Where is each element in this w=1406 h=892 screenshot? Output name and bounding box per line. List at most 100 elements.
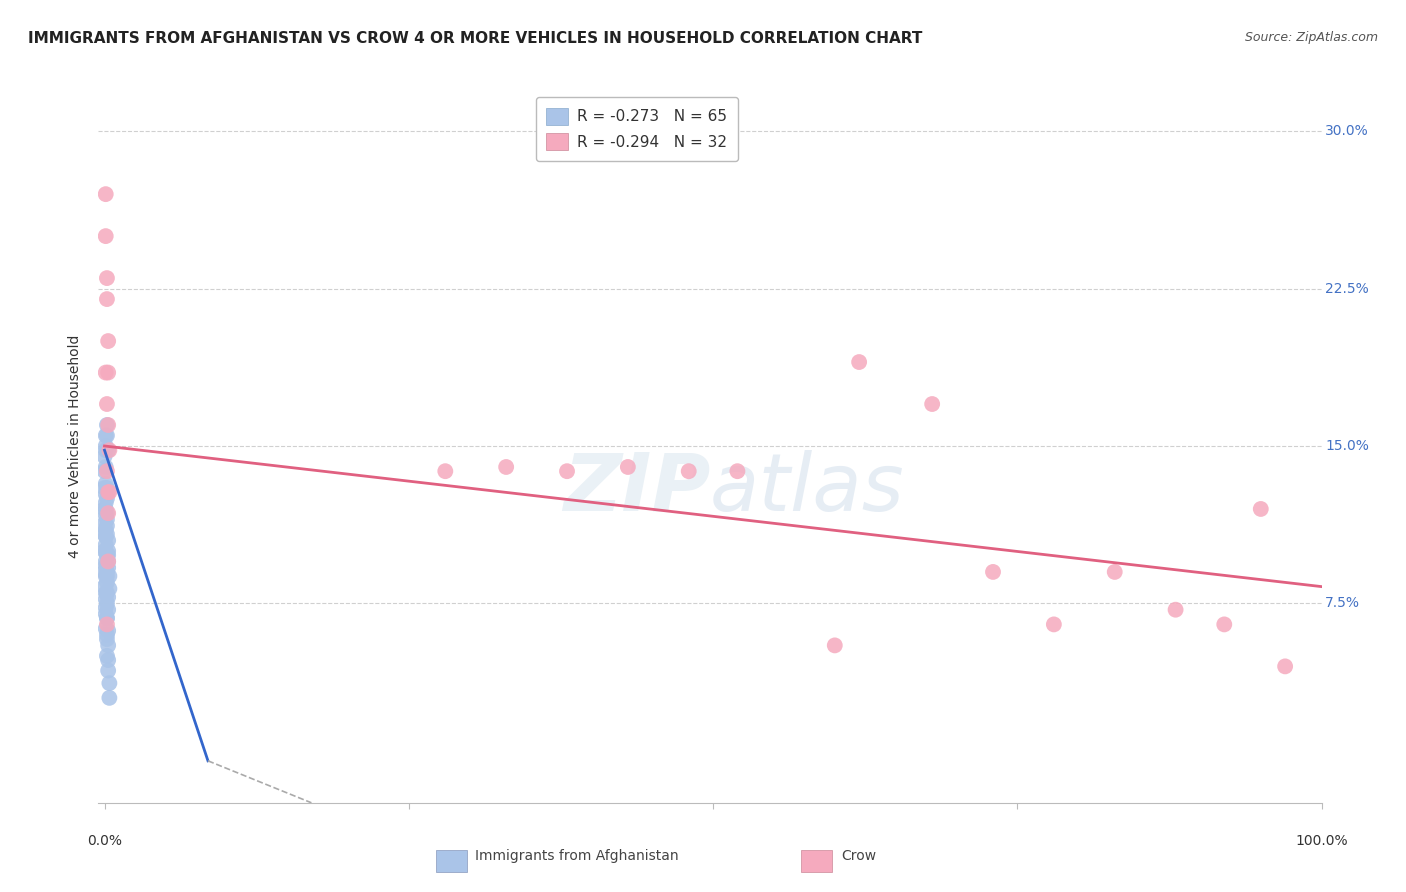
Point — [97, 366, 120, 380]
Point — [434, 464, 457, 478]
Point — [1274, 659, 1296, 673]
Point — [94, 538, 117, 552]
Point — [98, 485, 121, 500]
Point — [96, 506, 118, 520]
Point — [96, 596, 118, 610]
Point — [93, 464, 115, 478]
Point — [94, 600, 117, 615]
Point — [94, 366, 117, 380]
Point — [97, 485, 120, 500]
Point — [981, 565, 1004, 579]
Point — [848, 355, 870, 369]
Point — [97, 624, 120, 638]
Point — [93, 450, 115, 464]
Point — [94, 439, 117, 453]
Point — [96, 292, 118, 306]
Point — [96, 586, 118, 600]
Point — [94, 558, 117, 573]
Point — [96, 611, 118, 625]
Point — [93, 481, 115, 495]
Point — [94, 569, 117, 583]
Point — [94, 496, 117, 510]
Legend: R = -0.273   N = 65, R = -0.294   N = 32: R = -0.273 N = 65, R = -0.294 N = 32 — [536, 97, 738, 161]
Point — [97, 544, 120, 558]
Text: Immigrants from Afghanistan: Immigrants from Afghanistan — [475, 849, 679, 863]
Point — [94, 607, 117, 621]
Point — [97, 334, 120, 348]
Point — [555, 464, 578, 478]
Point — [96, 648, 118, 663]
Text: 22.5%: 22.5% — [1326, 282, 1369, 295]
Point — [96, 575, 118, 590]
Point — [96, 518, 118, 533]
Text: Crow: Crow — [841, 849, 876, 863]
Point — [1043, 617, 1066, 632]
Text: 0.0%: 0.0% — [87, 834, 122, 848]
Point — [97, 590, 120, 604]
Point — [96, 527, 118, 541]
Point — [94, 592, 117, 607]
Point — [495, 460, 517, 475]
Point — [96, 512, 118, 526]
Text: 7.5%: 7.5% — [1326, 597, 1361, 610]
Point — [97, 506, 120, 520]
Text: 15.0%: 15.0% — [1326, 439, 1369, 453]
Point — [94, 487, 117, 501]
Point — [97, 443, 120, 458]
Point — [93, 527, 115, 541]
Point — [97, 554, 120, 568]
Text: 30.0%: 30.0% — [1326, 124, 1369, 138]
Point — [94, 523, 117, 537]
Point — [94, 229, 117, 244]
Text: atlas: atlas — [710, 450, 905, 528]
Point — [94, 502, 117, 516]
Point — [97, 639, 120, 653]
Point — [94, 508, 117, 523]
Point — [97, 560, 120, 574]
Point — [97, 548, 120, 562]
Point — [96, 611, 118, 625]
Point — [96, 271, 118, 285]
Point — [94, 443, 117, 458]
Point — [96, 417, 118, 432]
Point — [1164, 603, 1187, 617]
Point — [98, 690, 121, 705]
Point — [97, 664, 120, 678]
Point — [96, 628, 118, 642]
Point — [93, 580, 115, 594]
Point — [98, 582, 121, 596]
Point — [96, 548, 118, 562]
Text: Source: ZipAtlas.com: Source: ZipAtlas.com — [1244, 31, 1378, 45]
Point — [617, 460, 640, 475]
Point — [94, 476, 117, 491]
Point — [93, 502, 115, 516]
Point — [96, 397, 118, 411]
Point — [96, 464, 118, 478]
Point — [96, 569, 118, 583]
Point — [96, 481, 118, 495]
Point — [93, 516, 115, 531]
Point — [97, 533, 120, 548]
Point — [94, 544, 117, 558]
Point — [97, 603, 120, 617]
Y-axis label: 4 or more Vehicles in Household: 4 or more Vehicles in Household — [69, 334, 83, 558]
Point — [96, 491, 118, 506]
Point — [98, 569, 121, 583]
Point — [97, 417, 120, 432]
Point — [1104, 565, 1126, 579]
Point — [94, 529, 117, 543]
Text: ZIP: ZIP — [562, 450, 710, 528]
Point — [725, 464, 748, 478]
Point — [94, 187, 117, 202]
Point — [1250, 502, 1272, 516]
Point — [96, 565, 118, 579]
Point — [94, 622, 117, 636]
Point — [94, 428, 117, 442]
Point — [97, 653, 120, 667]
Point — [94, 586, 117, 600]
Point — [1213, 617, 1236, 632]
Point — [96, 632, 118, 646]
Point — [97, 554, 120, 568]
Point — [94, 554, 117, 568]
Point — [93, 565, 115, 579]
